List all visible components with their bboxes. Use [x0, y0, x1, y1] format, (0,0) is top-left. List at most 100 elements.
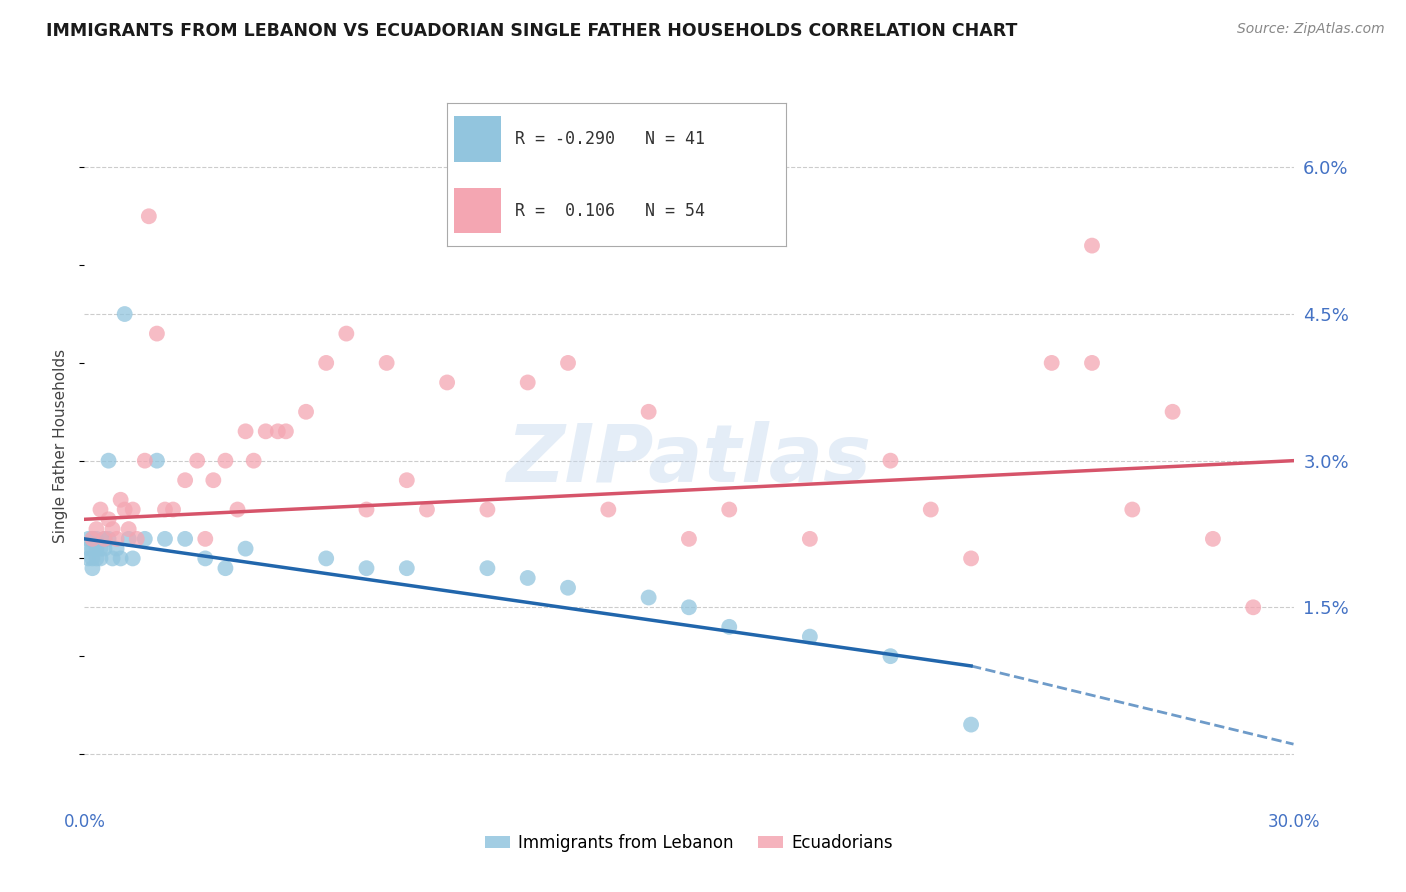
Point	[194, 532, 217, 546]
Point	[82, 561, 104, 575]
Point	[105, 541, 128, 556]
Point	[637, 591, 659, 605]
Point	[1202, 532, 1225, 546]
Point	[105, 532, 128, 546]
Point	[86, 551, 108, 566]
Point	[214, 561, 236, 575]
Point	[82, 541, 104, 556]
Point	[186, 453, 208, 467]
Point	[86, 541, 108, 556]
Point	[77, 551, 100, 566]
Point	[879, 453, 901, 467]
Point	[77, 532, 100, 546]
Point	[153, 502, 176, 516]
Point	[267, 425, 290, 439]
Point	[82, 532, 104, 546]
Point	[1121, 502, 1143, 516]
Point	[174, 532, 197, 546]
Point	[86, 522, 108, 536]
Point	[375, 356, 398, 370]
Point	[960, 551, 983, 566]
Point	[395, 561, 418, 575]
Point	[477, 561, 499, 575]
Text: ZIPatlas: ZIPatlas	[506, 421, 872, 500]
Point	[121, 551, 143, 566]
Point	[799, 630, 821, 644]
Point	[146, 453, 169, 467]
Point	[1081, 356, 1104, 370]
Point	[235, 425, 257, 439]
Point	[678, 600, 700, 615]
Point	[1161, 405, 1184, 419]
Point	[335, 326, 357, 341]
Point	[146, 326, 169, 341]
Point	[516, 376, 538, 390]
Point	[637, 405, 659, 419]
Point	[101, 522, 124, 536]
Point	[799, 532, 821, 546]
Point	[295, 405, 318, 419]
Point	[436, 376, 458, 390]
Legend: Immigrants from Lebanon, Ecuadorians: Immigrants from Lebanon, Ecuadorians	[478, 828, 900, 859]
Point	[879, 649, 901, 664]
Point	[202, 473, 225, 487]
Point	[274, 425, 297, 439]
Point	[138, 209, 160, 223]
Point	[89, 551, 111, 566]
Point	[118, 522, 141, 536]
Point	[110, 551, 132, 566]
Point	[718, 502, 741, 516]
Point	[395, 473, 418, 487]
Point	[82, 551, 104, 566]
Point	[118, 532, 141, 546]
Point	[86, 532, 108, 546]
Text: IMMIGRANTS FROM LEBANON VS ECUADORIAN SINGLE FATHER HOUSEHOLDS CORRELATION CHART: IMMIGRANTS FROM LEBANON VS ECUADORIAN SI…	[46, 22, 1018, 40]
Point	[93, 532, 115, 546]
Point	[125, 532, 148, 546]
Point	[226, 502, 249, 516]
Point	[194, 551, 217, 566]
Point	[557, 581, 579, 595]
Point	[93, 541, 115, 556]
Point	[97, 512, 120, 526]
Point	[557, 356, 579, 370]
Point	[315, 551, 337, 566]
Point	[134, 453, 156, 467]
Point	[89, 502, 111, 516]
Point	[356, 561, 378, 575]
Point	[153, 532, 176, 546]
Point	[477, 502, 499, 516]
Point	[174, 473, 197, 487]
Point	[114, 502, 136, 516]
Point	[121, 502, 143, 516]
Point	[101, 551, 124, 566]
Point	[82, 532, 104, 546]
Point	[97, 453, 120, 467]
Point	[110, 492, 132, 507]
Point	[598, 502, 620, 516]
Point	[214, 453, 236, 467]
Point	[718, 620, 741, 634]
Point	[114, 307, 136, 321]
Point	[960, 717, 983, 731]
Point	[1241, 600, 1264, 615]
Point	[315, 356, 337, 370]
Point	[1081, 238, 1104, 252]
Point	[89, 541, 111, 556]
Point	[356, 502, 378, 516]
Point	[242, 453, 264, 467]
Point	[678, 532, 700, 546]
Point	[97, 532, 120, 546]
Point	[162, 502, 184, 516]
Point	[416, 502, 439, 516]
Point	[1040, 356, 1063, 370]
Point	[516, 571, 538, 585]
Point	[134, 532, 156, 546]
Point	[920, 502, 942, 516]
Text: Source: ZipAtlas.com: Source: ZipAtlas.com	[1237, 22, 1385, 37]
Y-axis label: Single Father Households: Single Father Households	[53, 349, 69, 543]
Point	[93, 532, 115, 546]
Point	[77, 541, 100, 556]
Point	[254, 425, 277, 439]
Point	[235, 541, 257, 556]
